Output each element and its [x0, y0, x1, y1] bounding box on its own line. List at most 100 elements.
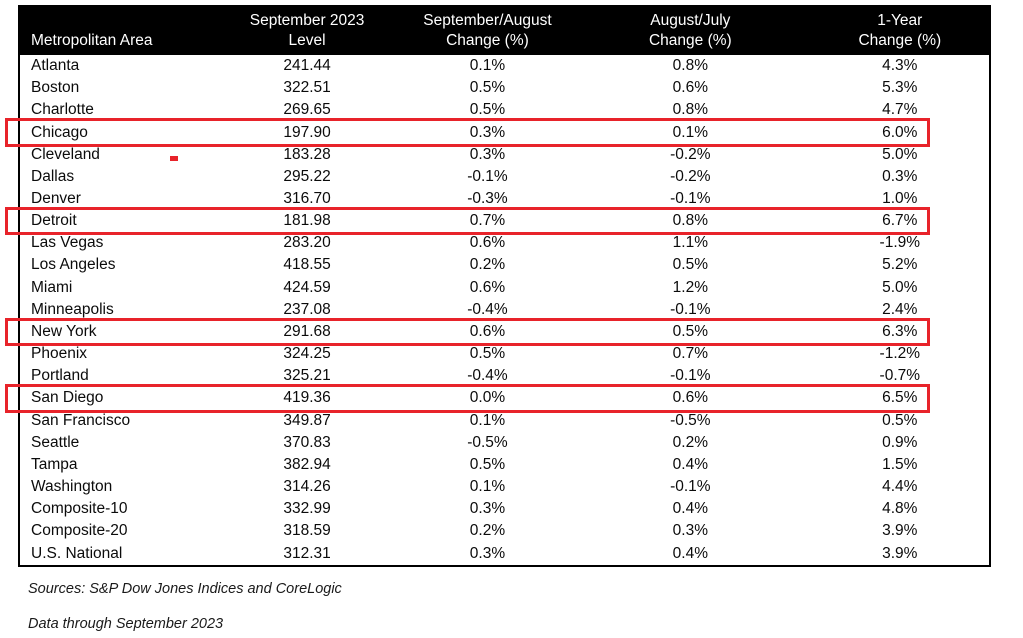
column-header-label-line1: September/August — [423, 12, 552, 29]
cell-level: 322.51 — [283, 79, 331, 97]
cell-sep-aug-change: 0.7% — [469, 212, 506, 230]
cell-1-year-change: -1.9% — [879, 234, 921, 252]
sources-note: Sources: S&P Dow Jones Indices and CoreL… — [28, 581, 342, 597]
table-row: Washington 314.26 0.1% -0.1% 4.4% — [19, 476, 990, 498]
cell-sep-aug-change: 0.5% — [469, 345, 506, 363]
cell-metro-area: Composite-20 — [31, 522, 128, 540]
cell-level: 325.21 — [283, 367, 331, 385]
cell-level: 183.28 — [283, 145, 331, 163]
cell-1-year-change: 6.7% — [882, 212, 918, 230]
table-row: San Diego 419.36 0.0% 0.6% 6.5% — [19, 387, 990, 409]
cell-metro-area: Chicago — [31, 123, 88, 141]
table-row: Chicago 197.90 0.3% 0.1% 6.0% — [19, 121, 990, 143]
cell-1-year-change: 6.5% — [882, 389, 918, 407]
data-through-note: Data through September 2023 — [28, 616, 224, 632]
cell-1-year-change: 4.3% — [882, 57, 918, 75]
cell-1-year-change: 4.4% — [882, 478, 918, 496]
table-row: San Francisco 349.87 0.1% -0.5% 0.5% — [19, 410, 990, 432]
cell-sep-aug-change: 0.5% — [469, 101, 506, 119]
cell-metro-area: Dallas — [31, 167, 75, 185]
cell-1-year-change: 6.3% — [882, 322, 918, 340]
cell-metro-area: Atlanta — [31, 57, 80, 75]
column-header-september-2023-level: September 2023 Level — [209, 6, 405, 55]
cell-aug-jul-change: -0.2% — [670, 167, 711, 185]
cell-1-year-change: 4.8% — [882, 500, 918, 518]
cell-aug-jul-change: 1.1% — [672, 234, 709, 252]
cell-metro-area: Miami — [31, 278, 73, 296]
cell-metro-area: Cleveland — [31, 145, 100, 163]
metro-price-table: Metropolitan Area September 2023 Level S… — [18, 5, 991, 567]
cell-sep-aug-change: 0.3% — [469, 145, 506, 163]
column-header-label-line1: August/July — [650, 12, 731, 29]
table-row: New York 291.68 0.6% 0.5% 6.3% — [19, 321, 990, 343]
cell-aug-jul-change: -0.1% — [670, 300, 711, 318]
cell-level: 269.65 — [283, 101, 331, 119]
table-header-row: Metropolitan Area September 2023 Level S… — [19, 6, 990, 55]
table-row: Boston 322.51 0.5% 0.6% 5.3% — [19, 77, 990, 99]
column-header-august-july-change: August/July Change (%) — [570, 6, 811, 55]
cell-1-year-change: 0.5% — [882, 411, 918, 429]
cell-sep-aug-change: 0.5% — [469, 79, 506, 97]
cell-level: 418.55 — [283, 256, 331, 274]
cell-level: 424.59 — [283, 278, 331, 296]
cell-sep-aug-change: 0.3% — [469, 123, 506, 141]
table-row: Atlanta 241.44 0.1% 0.8% 4.3% — [19, 55, 990, 77]
cell-metro-area: San Francisco — [31, 411, 131, 429]
cell-metro-area: Portland — [31, 367, 89, 385]
cell-metro-area: Charlotte — [31, 101, 94, 119]
cell-1-year-change: 3.9% — [882, 544, 918, 562]
cell-aug-jul-change: 0.1% — [672, 123, 709, 141]
table-row: Denver 316.70 -0.3% -0.1% 1.0% — [19, 188, 990, 210]
cell-1-year-change: 2.4% — [882, 300, 918, 318]
cell-metro-area: New York — [31, 322, 97, 340]
cell-sep-aug-change: 0.6% — [469, 278, 506, 296]
cell-metro-area: Detroit — [31, 212, 77, 230]
cell-metro-area: Minneapolis — [31, 300, 114, 318]
table-row: Miami 424.59 0.6% 1.2% 5.0% — [19, 277, 990, 299]
cell-aug-jul-change: 0.4% — [672, 455, 709, 473]
cell-metro-area: Washington — [31, 478, 113, 496]
cell-level: 181.98 — [283, 212, 331, 230]
column-header-label-line2: Level — [288, 32, 326, 49]
table-row: Composite-20 318.59 0.2% 0.3% 3.9% — [19, 520, 990, 542]
cell-aug-jul-change: -0.2% — [670, 145, 711, 163]
cell-aug-jul-change: -0.1% — [670, 478, 711, 496]
cell-aug-jul-change: 0.6% — [672, 389, 709, 407]
cell-sep-aug-change: 0.5% — [469, 455, 506, 473]
cell-level: 349.87 — [283, 411, 331, 429]
cell-aug-jul-change: 0.3% — [672, 522, 709, 540]
column-header-september-august-change: September/August Change (%) — [404, 6, 571, 55]
table-body: Atlanta 241.44 0.1% 0.8% 4.3% Boston 322… — [19, 55, 990, 566]
table-row: Tampa 382.94 0.5% 0.4% 1.5% — [19, 454, 990, 476]
table-row: Las Vegas 283.20 0.6% 1.1% -1.9% — [19, 232, 990, 254]
red-annotation-dot — [170, 156, 178, 161]
cell-level: 312.31 — [283, 544, 331, 562]
cell-1-year-change: 0.9% — [882, 433, 918, 451]
cell-1-year-change: -0.7% — [879, 367, 921, 385]
cell-sep-aug-change: -0.5% — [467, 433, 508, 451]
cell-1-year-change: 5.0% — [882, 145, 918, 163]
cell-metro-area: Phoenix — [31, 345, 88, 363]
cell-1-year-change: 5.3% — [882, 79, 918, 97]
cell-1-year-change: 1.0% — [882, 190, 918, 208]
cell-level: 283.20 — [283, 234, 331, 252]
cell-level: 197.90 — [283, 123, 331, 141]
cell-aug-jul-change: 0.8% — [672, 101, 709, 119]
cell-level: 237.08 — [283, 300, 331, 318]
table-row: Minneapolis 237.08 -0.4% -0.1% 2.4% — [19, 299, 990, 321]
cell-sep-aug-change: -0.4% — [467, 300, 508, 318]
table-row: Charlotte 269.65 0.5% 0.8% 4.7% — [19, 99, 990, 121]
metro-price-table-container: Metropolitan Area September 2023 Level S… — [18, 5, 991, 567]
cell-sep-aug-change: 0.1% — [469, 57, 506, 75]
cell-metro-area: Tampa — [31, 455, 78, 473]
cell-aug-jul-change: 0.4% — [672, 544, 709, 562]
cell-aug-jul-change: 0.5% — [672, 322, 709, 340]
cell-level: 291.68 — [283, 322, 331, 340]
table-row: Detroit 181.98 0.7% 0.8% 6.7% — [19, 210, 990, 232]
cell-metro-area: Seattle — [31, 433, 80, 451]
column-header-label-line2: Change (%) — [648, 32, 732, 49]
cell-level: 318.59 — [283, 522, 331, 540]
cell-1-year-change: 6.0% — [882, 123, 918, 141]
cell-sep-aug-change: -0.4% — [467, 367, 508, 385]
cell-metro-area: Composite-10 — [31, 500, 128, 518]
